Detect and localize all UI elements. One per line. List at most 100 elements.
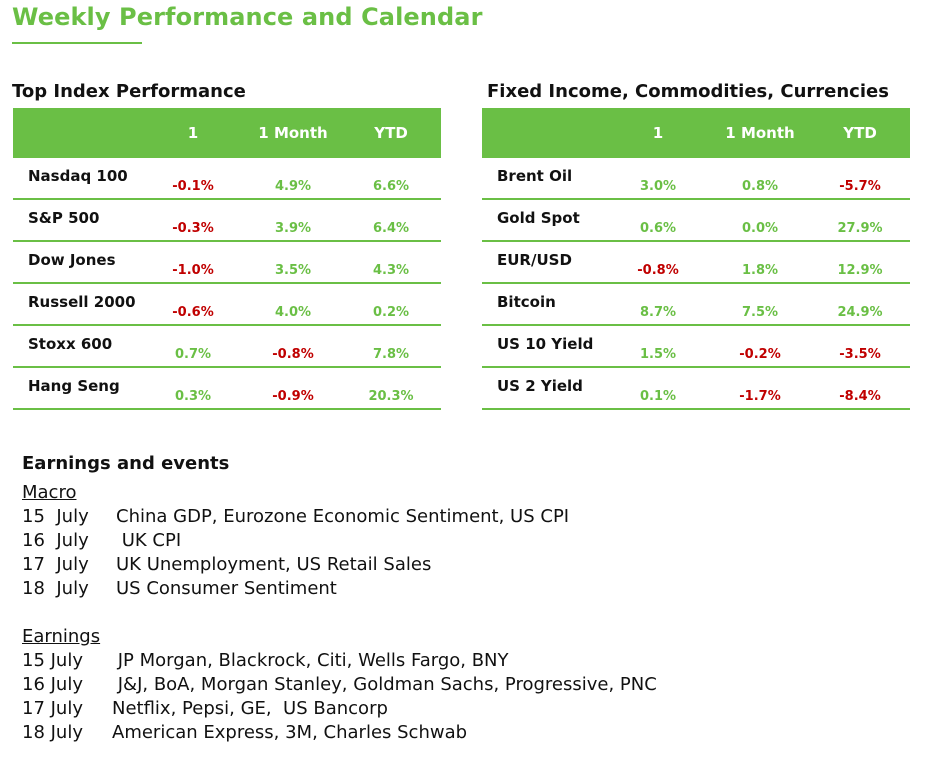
event-text: US Consumer Sentiment: [116, 578, 337, 599]
value-week: 0.7%: [174, 347, 212, 362]
table-row: Gold Spot 0.6% 0.0% 27.9%: [482, 200, 910, 242]
table-row: EUR/USD -0.8% 1.8% 12.9%: [482, 242, 910, 284]
event-item: 16 July J&J, BoA, Morgan Stanley, Goldma…: [22, 673, 922, 697]
table-body: Brent Oil 3.0% 0.8% -5.7% Gold Spot 0.6% 0.0% 2…: [482, 158, 910, 410]
row-name: Russell 2000: [28, 293, 136, 311]
header-ytd: YTD: [374, 124, 408, 142]
value-month: 0.0%: [741, 221, 779, 236]
event-text: American Express, 3M, Charles Schwab: [112, 722, 468, 743]
value-ytd: 24.9%: [837, 305, 883, 320]
value-month: 3.5%: [274, 263, 312, 278]
earnings-and-events: Earnings and events Macro 15 July China G…: [22, 453, 922, 745]
event-text: Netflix, Pepsi, GE, US Bancorp: [112, 698, 388, 719]
event-date: 15 July: [22, 506, 89, 527]
value-ytd: 6.4%: [372, 221, 410, 236]
value-week: -1.0%: [172, 263, 214, 278]
events-title: Earnings and events: [22, 453, 230, 474]
row-name: US 10 Yield: [497, 335, 594, 353]
earnings-heading: Earnings: [22, 626, 101, 647]
event-date: 16 July: [22, 674, 83, 695]
index-performance-table: 1 Week 1 Month YTD Nasdaq 100 -0.1% 4.9% 6.…: [13, 108, 441, 410]
value-month: 0.8%: [741, 179, 779, 194]
value-week: -0.8%: [637, 263, 679, 278]
value-week: 8.7%: [639, 305, 677, 320]
page-title: Weekly Performance and Calendar: [12, 3, 483, 31]
row-name: Brent Oil: [497, 167, 573, 185]
event-item: 17 July Netflix, Pepsi, GE, US Bancorp: [22, 697, 922, 721]
value-ytd: 7.8%: [372, 347, 410, 362]
row-name: Hang Seng: [28, 377, 120, 395]
value-ytd: 0.2%: [372, 305, 410, 320]
value-month: -0.2%: [739, 347, 781, 362]
row-name: Gold Spot: [497, 209, 580, 227]
row-name: Dow Jones: [28, 251, 116, 269]
table-header: 1 Week 1 Month YTD: [482, 108, 910, 192]
table-row: Nasdaq 100 -0.1% 4.9% 6.6%: [13, 158, 441, 200]
table-row: S&P 500 -0.3% 3.9% 6.4%: [13, 200, 441, 242]
header-1-week: 1 Week: [634, 124, 682, 192]
index-performance-title: Top Index Performance: [12, 81, 246, 102]
value-ytd: 4.3%: [372, 263, 410, 278]
value-month: 4.0%: [274, 305, 312, 320]
event-date: 17 July: [22, 698, 83, 719]
row-name: S&P 500: [28, 209, 100, 227]
event-item: 17 July UK Unemployment, US Retail Sales: [22, 553, 922, 577]
row-name: Stoxx 600: [28, 335, 113, 353]
header-1-month: 1 Month: [258, 124, 328, 142]
table-row: Stoxx 600 0.7% -0.8% 7.8%: [13, 326, 441, 368]
fixed-income-title: Fixed Income, Commodities, Currencies: [487, 81, 889, 102]
value-week: 3.0%: [639, 179, 677, 194]
value-ytd: -5.7%: [839, 179, 881, 194]
table-row: Bitcoin 8.7% 7.5% 24.9%: [482, 284, 910, 326]
event-date: 18 July: [22, 578, 89, 599]
value-month: 7.5%: [741, 305, 779, 320]
value-week: 1.5%: [639, 347, 677, 362]
value-week: -0.3%: [172, 221, 214, 236]
header-ytd: YTD: [843, 124, 877, 142]
value-month: -0.8%: [272, 347, 314, 362]
event-date: 15 July: [22, 650, 83, 671]
value-ytd: -8.4%: [839, 389, 881, 404]
value-week: 0.1%: [639, 389, 677, 404]
event-item: 16 July UK CPI: [22, 529, 922, 553]
value-ytd: 6.6%: [372, 179, 410, 194]
row-name: Nasdaq 100: [28, 167, 128, 185]
value-month: -0.9%: [272, 389, 314, 404]
table-row: US 10 Yield 1.5% -0.2% -3.5%: [482, 326, 910, 368]
event-text: China GDP, Eurozone Economic Sentiment, …: [116, 506, 570, 527]
event-text: JP Morgan, Blackrock, Citi, Wells Fargo,…: [112, 650, 509, 671]
value-week: -0.1%: [172, 179, 214, 194]
value-week: -0.6%: [172, 305, 214, 320]
table-row: Hang Seng 0.3% -0.9% 20.3%: [13, 368, 441, 410]
value-week: 0.3%: [174, 389, 212, 404]
row-name: Bitcoin: [497, 293, 556, 311]
header-1-week: 1 Week: [169, 124, 217, 192]
event-text: J&J, BoA, Morgan Stanley, Goldman Sachs,…: [112, 674, 657, 695]
row-name: EUR/USD: [497, 251, 572, 269]
row-name: US 2 Yield: [497, 377, 583, 395]
value-month: 3.9%: [274, 221, 312, 236]
event-item: 18 July American Express, 3M, Charles Sch…: [22, 721, 922, 745]
event-date: 18 July: [22, 722, 83, 743]
macro-heading: Macro: [22, 482, 77, 503]
value-ytd: 12.9%: [837, 263, 883, 278]
value-ytd: -3.5%: [839, 347, 881, 362]
event-item: 18 July US Consumer Sentiment: [22, 577, 922, 601]
value-month: 4.9%: [274, 179, 312, 194]
value-ytd: 20.3%: [368, 389, 414, 404]
event-date: 16 July: [22, 530, 89, 551]
event-text: UK Unemployment, US Retail Sales: [116, 554, 432, 575]
table-row: Dow Jones -1.0% 3.5% 4.3%: [13, 242, 441, 284]
value-month: -1.7%: [739, 389, 781, 404]
macro-list: 15 July China GDP, Eurozone Economic Sent…: [22, 505, 922, 601]
header-1-month: 1 Month: [725, 124, 795, 142]
table-row: US 2 Yield 0.1% -1.7% -8.4%: [482, 368, 910, 410]
event-date: 17 July: [22, 554, 89, 575]
value-month: 1.8%: [741, 263, 779, 278]
table-header: 1 Week 1 Month YTD: [13, 108, 441, 192]
value-week: 0.6%: [639, 221, 677, 236]
table-body: Nasdaq 100 -0.1% 4.9% 6.6% S&P 500 -0.3% 3.9% 6…: [13, 158, 441, 410]
table-row: Brent Oil 3.0% 0.8% -5.7%: [482, 158, 910, 200]
value-ytd: 27.9%: [837, 221, 883, 236]
event-item: 15 July JP Morgan, Blackrock, Citi, Well…: [22, 649, 922, 673]
